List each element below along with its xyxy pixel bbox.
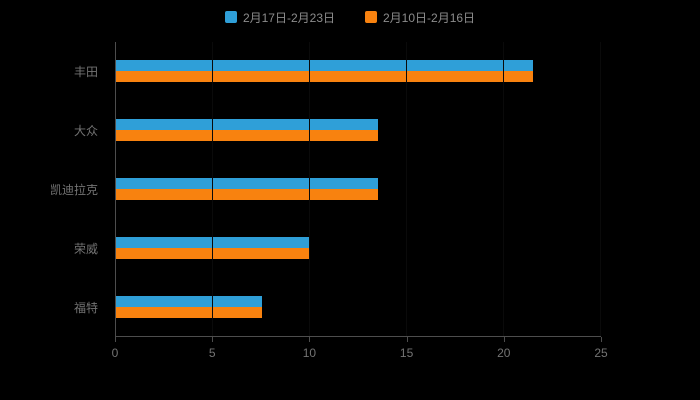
bar-rows: [116, 42, 601, 336]
bar-group: [116, 101, 601, 160]
x-axis-tick-label: 10: [302, 346, 317, 360]
bar-group: [116, 160, 601, 219]
x-axis-tick-label: 15: [399, 346, 414, 360]
x-axis-tick-label: 5: [208, 346, 216, 360]
bar-series-1-丰田[interactable]: [116, 60, 534, 72]
y-axis-category-label: 荣威: [73, 242, 98, 256]
gridline: [212, 42, 213, 336]
legend-item-series-1[interactable]: 2月17日-2月23日: [224, 9, 335, 26]
y-axis-labels: 丰田大众凯迪拉克荣威福特: [0, 42, 107, 337]
bar-series-1-大众[interactable]: [116, 119, 378, 131]
x-axis-tick: [406, 337, 408, 342]
bar-series-2-福特[interactable]: [116, 306, 262, 318]
bar-series-2-凯迪拉克[interactable]: [116, 188, 378, 200]
bar-group: [116, 277, 601, 336]
bar-series-1-福特[interactable]: [116, 295, 262, 307]
bar-series-2-大众[interactable]: [116, 130, 378, 142]
bar-group: [116, 218, 601, 277]
plot-area: [115, 42, 601, 337]
y-axis-category-label: 福特: [73, 301, 98, 315]
x-axis-tick: [309, 337, 311, 342]
bar-series-2-荣威[interactable]: [116, 247, 310, 259]
legend-swatch-icon: [224, 11, 237, 23]
chart-legend: 2月17日-2月23日 2月10日-2月16日: [0, 6, 700, 28]
legend-label: 2月17日-2月23日: [242, 10, 335, 25]
x-axis-tick: [115, 337, 116, 342]
x-axis-tick: [503, 337, 505, 342]
x-axis-tick-label: 25: [594, 346, 608, 360]
bar-series-1-凯迪拉克[interactable]: [116, 177, 378, 189]
x-axis-tick: [601, 337, 602, 342]
x-axis-tick-label: 20: [497, 346, 511, 360]
y-axis-category-label: 凯迪拉克: [49, 183, 98, 197]
gridline: [600, 42, 601, 336]
legend-label: 2月10日-2月16日: [383, 10, 476, 25]
bar-series-2-丰田[interactable]: [116, 71, 534, 83]
x-axis-tick: [212, 337, 214, 342]
x-axis-tick-label: 0: [111, 346, 119, 360]
bar-group: [116, 42, 601, 101]
bar-series-1-荣威[interactable]: [116, 236, 310, 248]
legend-item-series-2[interactable]: 2月10日-2月16日: [365, 9, 475, 26]
gridline: [503, 42, 504, 336]
gridline: [406, 42, 407, 336]
y-axis-category-label: 丰田: [73, 65, 98, 79]
legend-swatch-icon: [365, 11, 377, 23]
gridline: [309, 42, 310, 336]
y-axis-category-label: 大众: [73, 124, 98, 138]
